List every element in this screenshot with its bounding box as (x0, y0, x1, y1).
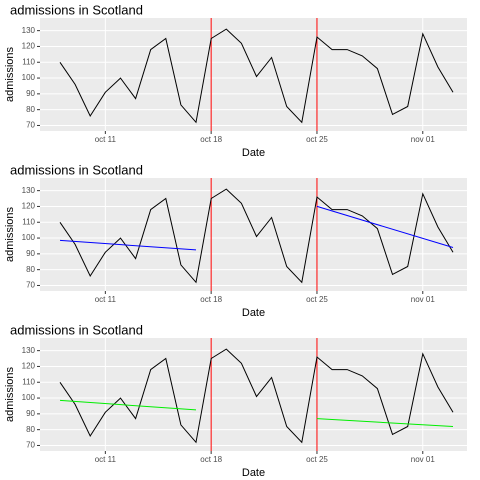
y-tick-label: 130 (22, 346, 36, 355)
chart-title: admissions in Scotland (10, 162, 143, 177)
chart-title: admissions in Scotland (10, 322, 143, 337)
x-tick-label: nov 01 (411, 295, 436, 304)
plot-background (40, 338, 467, 451)
x-axis-title: Date (242, 147, 265, 159)
y-axis-title: admissions (4, 366, 16, 422)
y-tick-label: 100 (22, 393, 36, 402)
y-tick-label: 90 (26, 89, 35, 98)
x-tick-label: oct 11 (95, 135, 117, 144)
y-tick-label: 80 (26, 105, 35, 114)
y-tick-label: 90 (26, 249, 35, 258)
y-tick-label: 130 (22, 186, 36, 195)
x-tick-label: oct 18 (200, 295, 222, 304)
trend-line (59, 239, 197, 251)
plot-background (40, 178, 467, 291)
y-tick-label: 80 (26, 425, 35, 434)
x-tick-label: oct 11 (95, 455, 117, 464)
y-tick-label: 110 (22, 377, 35, 386)
y-tick-label: 110 (22, 57, 35, 66)
data-line (59, 28, 454, 124)
x-tick-label: oct 18 (200, 135, 222, 144)
plot-background (40, 18, 467, 131)
x-tick-label: oct 25 (306, 455, 328, 464)
x-axis-title: Date (242, 307, 265, 319)
x-tick-label: nov 01 (411, 455, 436, 464)
x-axis-title: Date (242, 467, 265, 479)
y-tick-label: 100 (22, 233, 36, 242)
y-tick-label: 70 (26, 441, 35, 450)
chart-title: admissions in Scotland (10, 2, 143, 17)
y-tick-label: 90 (26, 409, 35, 418)
y-tick-label: 80 (26, 265, 35, 274)
y-tick-label: 100 (22, 73, 36, 82)
trend-line (316, 418, 454, 427)
trend-line (316, 205, 454, 248)
x-tick-label: nov 01 (411, 135, 436, 144)
y-tick-label: 70 (26, 281, 35, 290)
trend-line (59, 399, 197, 411)
y-tick-label: 70 (26, 121, 35, 130)
x-tick-label: oct 18 (200, 455, 222, 464)
y-axis-title: admissions (4, 206, 16, 262)
y-tick-label: 120 (22, 202, 36, 211)
y-tick-label: 110 (22, 217, 35, 226)
y-tick-label: 120 (22, 42, 36, 51)
x-tick-label: oct 11 (95, 295, 117, 304)
y-axis-title: admissions (4, 46, 16, 102)
y-tick-label: 130 (22, 26, 36, 35)
x-tick-label: oct 25 (306, 295, 328, 304)
y-tick-label: 120 (22, 362, 36, 371)
x-tick-label: oct 25 (306, 135, 328, 144)
